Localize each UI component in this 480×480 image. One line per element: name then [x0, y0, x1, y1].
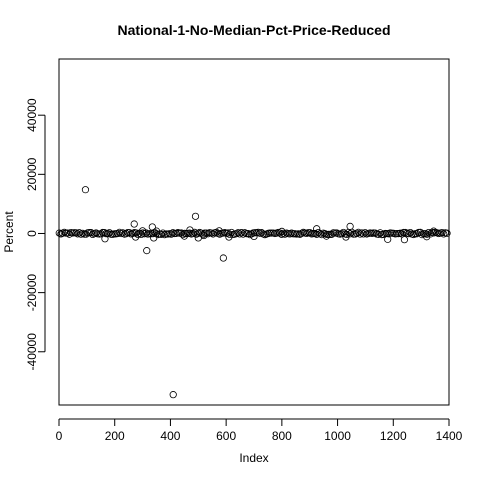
x-tick-label: 400 [160, 429, 180, 443]
y-tick-label: 40000 [25, 98, 39, 132]
data-point [326, 230, 334, 238]
data-points [55, 186, 451, 399]
data-point [244, 230, 252, 238]
data-point [410, 230, 418, 239]
data-point [313, 225, 321, 233]
data-point [138, 227, 147, 235]
plot-frame [58, 58, 450, 406]
data-point [351, 230, 359, 238]
data-point [423, 230, 431, 238]
data-point [59, 229, 67, 237]
data-point [143, 247, 151, 255]
x-tick-label: 800 [272, 429, 292, 443]
data-point [200, 231, 208, 240]
data-point [338, 229, 346, 238]
data-point [199, 231, 207, 239]
data-point [278, 227, 286, 236]
data-point [438, 228, 446, 237]
y-tick-label: 0 [25, 230, 39, 237]
y-axis-ticks: -40000 -20000 0 20000 40000 [25, 98, 45, 370]
data-point [254, 228, 262, 236]
data-point [322, 232, 331, 240]
x-tick-label: 600 [216, 429, 236, 443]
data-point [400, 236, 409, 244]
data-point [306, 229, 314, 237]
data-point [77, 230, 85, 238]
data-point [167, 230, 175, 238]
data-point [219, 254, 227, 262]
data-point [346, 222, 354, 230]
x-axis-ticks: 0 200 400 600 800 1000 1200 1400 [56, 419, 463, 443]
x-axis-label: Index [239, 451, 268, 465]
data-point [250, 232, 258, 241]
data-point [430, 227, 438, 235]
chart-title: National-1-No-Median-Pct-Price-Reduced [117, 22, 390, 38]
data-point [225, 233, 233, 241]
data-point [179, 231, 187, 239]
y-tick-label: -40000 [25, 333, 39, 371]
data-point [313, 230, 321, 238]
y-tick-label: -20000 [25, 274, 39, 312]
data-point [180, 232, 188, 240]
data-point [423, 233, 431, 241]
x-tick-label: 0 [56, 429, 63, 443]
data-point [247, 230, 256, 238]
data-point [371, 229, 379, 237]
data-point [186, 226, 194, 234]
x-tick-label: 200 [105, 429, 125, 443]
data-point [241, 229, 249, 237]
data-point [130, 220, 138, 228]
data-point [81, 186, 90, 194]
x-tick-label: 1400 [436, 429, 463, 443]
data-point [215, 227, 223, 235]
data-point [311, 229, 319, 238]
y-tick-label: 20000 [25, 157, 39, 191]
data-point [152, 227, 161, 235]
data-point [224, 229, 232, 237]
data-point [393, 230, 401, 238]
data-point [148, 223, 156, 231]
data-point [418, 230, 426, 239]
data-point [204, 230, 212, 238]
data-point [87, 229, 95, 237]
data-point [342, 233, 350, 241]
data-point [359, 230, 368, 238]
x-tick-label: 1000 [324, 429, 351, 443]
x-tick-label: 1200 [380, 429, 407, 443]
data-point [186, 229, 194, 237]
data-point [191, 212, 200, 220]
data-point [75, 229, 83, 237]
data-point [150, 234, 158, 242]
data-point [440, 230, 448, 238]
data-point [115, 228, 124, 236]
data-point [132, 233, 140, 241]
data-point [416, 228, 424, 236]
y-axis-label: Percent [2, 211, 16, 253]
data-point [101, 235, 109, 243]
data-point [105, 229, 114, 237]
data-point [169, 391, 177, 399]
data-point [65, 230, 73, 238]
data-point [379, 230, 388, 238]
data-point [443, 229, 451, 237]
data-point [384, 235, 392, 243]
data-point [237, 229, 246, 237]
